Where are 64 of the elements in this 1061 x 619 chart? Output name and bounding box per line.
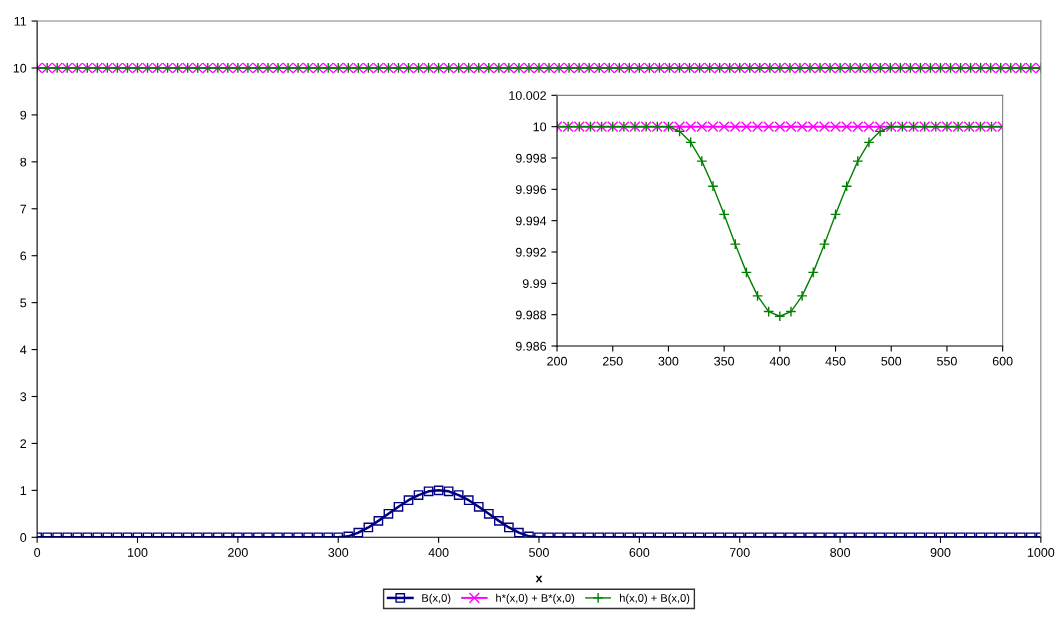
- x-tick-label: 450: [825, 356, 846, 366]
- legend-label: h*(x,0) + B*(x,0): [496, 593, 575, 605]
- x-tick-label: 350: [714, 356, 735, 366]
- point: [740, 266, 752, 278]
- x-tick-label: 400: [428, 548, 449, 557]
- y-tick-label: 1: [20, 486, 27, 495]
- point: [807, 266, 819, 278]
- point: [729, 238, 741, 250]
- point: [852, 155, 864, 167]
- x-tick-label: 500: [881, 356, 902, 366]
- y-tick-label: 9.998: [515, 153, 547, 163]
- point: [707, 180, 719, 192]
- x-tick-label: 900: [930, 548, 951, 557]
- y-tick-label: 10.002: [509, 91, 546, 100]
- point: [841, 180, 853, 192]
- x-tick-label: 300: [658, 356, 679, 366]
- point: [718, 208, 730, 220]
- point: [674, 125, 686, 137]
- x-tick-label: 550: [937, 356, 957, 366]
- y-tick-label: 11: [14, 16, 27, 26]
- y-tick-label: 6: [20, 251, 27, 261]
- point: [863, 136, 875, 148]
- point: [785, 305, 797, 318]
- point: [796, 290, 808, 302]
- y-tick-label: 9.988: [515, 310, 547, 320]
- y-tick-label: 9.996: [515, 185, 547, 194]
- y-tick-label: 3: [20, 392, 27, 402]
- point: [751, 290, 764, 302]
- y-tick-label: 9.992: [515, 247, 546, 257]
- point: [829, 208, 842, 220]
- x-tick-label: 1000: [1027, 548, 1055, 557]
- point: [685, 136, 697, 148]
- x-tick-label: 700: [729, 548, 750, 557]
- x-tick-label: 300: [328, 548, 349, 557]
- y-tick-label: 9.994: [515, 216, 547, 226]
- x-axis-title: x: [535, 575, 543, 583]
- x-tick-label: 0: [34, 548, 41, 557]
- x-tick-label: 200: [228, 548, 248, 557]
- x-tick-label: 800: [830, 548, 851, 557]
- point: [696, 155, 708, 167]
- y-tick-label: 10: [13, 63, 27, 73]
- y-tick-label: 5: [20, 298, 27, 308]
- point: [818, 238, 830, 250]
- y-tick-label: 8: [20, 157, 27, 167]
- y-tick-label: 9: [20, 110, 27, 120]
- x-tick-label: 600: [629, 548, 650, 557]
- x-tick-label: 600: [992, 356, 1013, 366]
- point: [763, 305, 775, 318]
- y-tick-label: 0: [20, 533, 27, 542]
- x-tick-label: 500: [529, 548, 549, 557]
- y-tick-label: 7: [20, 204, 27, 214]
- legend-label: h(x,0) + B(x,0): [620, 593, 690, 605]
- legend-label: B(x,0): [422, 593, 451, 605]
- point: [874, 125, 886, 137]
- y-tick-label: 10: [533, 122, 547, 132]
- y-tick-label: 9.99: [522, 279, 547, 288]
- y-tick-label: 9.986: [515, 341, 547, 351]
- y-tick-label: 4: [20, 345, 27, 355]
- x-tick-label: 200: [547, 356, 567, 366]
- x-tick-label: 100: [128, 548, 148, 557]
- y-tick-label: 2: [20, 439, 27, 448]
- point: [774, 310, 786, 322]
- x-tick-label: 250: [602, 356, 623, 366]
- x-tick-label: 400: [769, 356, 790, 366]
